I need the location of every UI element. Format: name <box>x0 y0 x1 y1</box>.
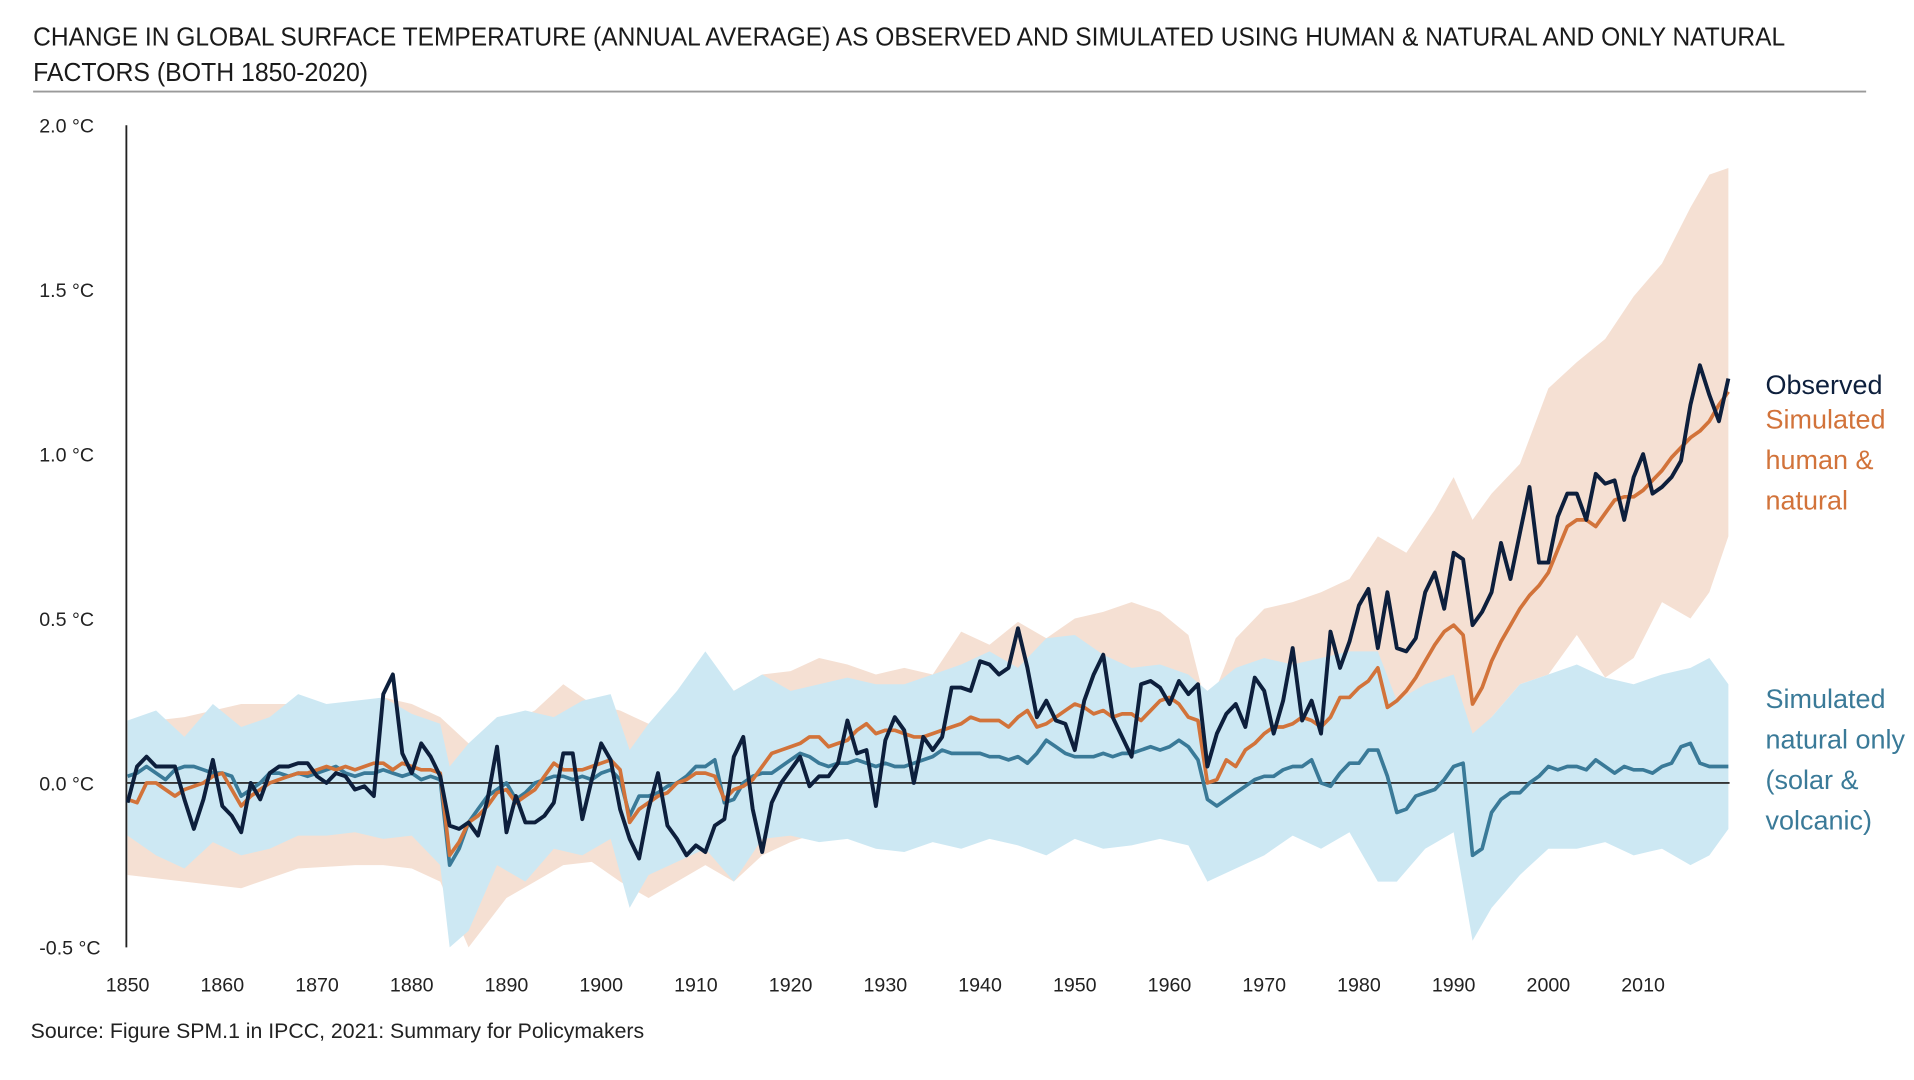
legend-label: natural <box>1766 485 1849 515</box>
legend-label: natural only <box>1766 725 1906 755</box>
x-tick-label: 1890 <box>485 975 529 997</box>
legend-label: volcanic) <box>1766 806 1872 836</box>
y-tick-label: 1.0 °C <box>39 444 94 466</box>
series-lines <box>125 363 1731 867</box>
natural-only-range-band <box>127 634 1729 948</box>
chart-title-line-1: CHANGE IN GLOBAL SURFACE TEMPERATURE (AN… <box>33 24 1785 52</box>
x-tick-label: 1880 <box>390 975 434 997</box>
human-natural-line <box>126 390 1730 858</box>
uncertainty-bands <box>127 167 1729 948</box>
legend-label: Simulated <box>1766 404 1886 434</box>
legend-label: Observed <box>1766 370 1883 400</box>
x-tick-label: 1970 <box>1242 975 1286 997</box>
source-note: Source: Figure SPM.1 in IPCC, 2021: Summ… <box>31 1020 644 1043</box>
observed-line <box>125 363 1731 861</box>
legend: Observed Simulated human & natural Simulated… <box>1766 370 1906 836</box>
legend-label: Simulated <box>1766 684 1886 714</box>
x-tick-label: 1910 <box>674 975 718 997</box>
x-tick-label: 2000 <box>1527 975 1571 997</box>
x-tick-label: 1960 <box>1148 975 1192 997</box>
x-tick-label: 1920 <box>769 975 813 997</box>
x-tick-label: 1980 <box>1337 975 1381 997</box>
chart-title-line-2: FACTORS (BOTH 1850-2020) <box>33 59 368 87</box>
x-tick-label: 2010 <box>1621 975 1665 997</box>
x-tick-label: 1860 <box>200 975 244 997</box>
x-tick-label: 1870 <box>295 975 339 997</box>
x-tick-label: 1990 <box>1432 975 1476 997</box>
x-tick-label: 1850 <box>106 975 150 997</box>
x-tick-label: 1940 <box>958 975 1002 997</box>
natural-only-line-points <box>127 740 1729 866</box>
observed-line-points <box>127 365 1729 859</box>
y-tick-label: 1.5 °C <box>39 280 94 302</box>
axes: 2.0 °C 1.5 °C 1.0 °C 0.5 °C 0.0 °C -0.5 °C 185… <box>39 116 1730 997</box>
y-tick-label: -0.5 °C <box>39 938 100 960</box>
x-tick-label: 1900 <box>579 975 623 997</box>
y-tick-label: 0.5 °C <box>39 609 94 631</box>
natural-only-line <box>127 738 1729 867</box>
y-tick-label: 2.0 °C <box>39 116 94 138</box>
legend-label: (solar & <box>1766 765 1859 795</box>
x-tick-label: 1930 <box>864 975 908 997</box>
y-tick-label: 0.0 °C <box>39 773 94 795</box>
x-tick-label: 1950 <box>1053 975 1097 997</box>
legend-label: human & <box>1766 445 1874 475</box>
